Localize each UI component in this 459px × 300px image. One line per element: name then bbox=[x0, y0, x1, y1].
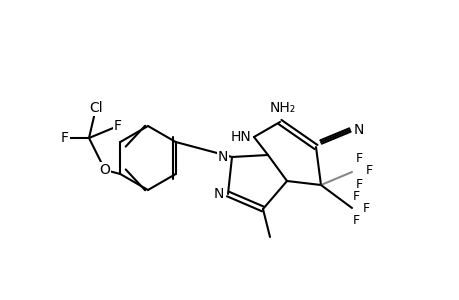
Text: HN: HN bbox=[230, 130, 251, 144]
Text: NH₂: NH₂ bbox=[269, 101, 296, 115]
Text: F: F bbox=[362, 202, 369, 215]
Text: N: N bbox=[353, 123, 364, 137]
Text: F: F bbox=[61, 131, 69, 145]
Text: N: N bbox=[213, 187, 224, 201]
Text: Cl: Cl bbox=[89, 101, 103, 115]
Text: O: O bbox=[99, 163, 110, 177]
Text: F: F bbox=[352, 214, 359, 226]
Text: F: F bbox=[352, 190, 359, 202]
Text: F: F bbox=[114, 119, 122, 133]
Text: F: F bbox=[364, 164, 372, 176]
Text: F: F bbox=[355, 152, 362, 164]
Text: N: N bbox=[218, 150, 228, 164]
Text: F: F bbox=[355, 178, 362, 190]
